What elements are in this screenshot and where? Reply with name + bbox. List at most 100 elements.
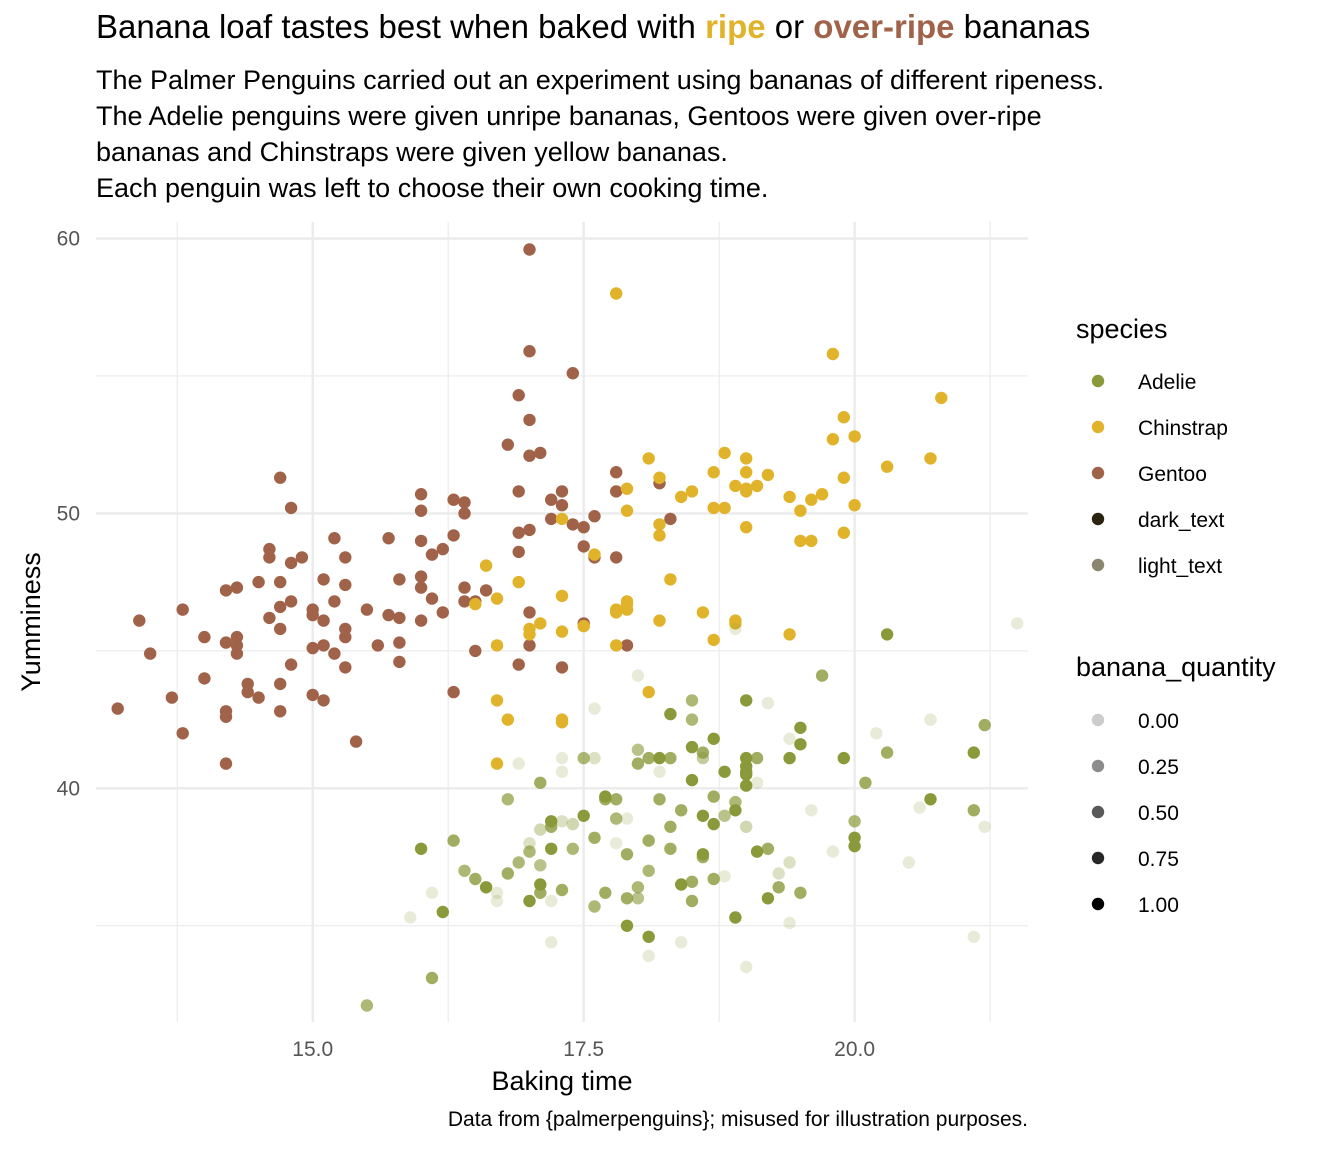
data-point-adelie [642,751,655,765]
data-point-gentoo [274,471,287,484]
data-point-adelie [653,793,666,806]
data-point-gentoo [545,493,558,506]
grid-lines [96,222,1028,1022]
data-point-adelie [924,713,937,726]
x-axis-ticks: 15.0 17.5 20.0 [292,1038,875,1061]
legend-label: dark_text [1138,509,1225,532]
data-point-adelie [696,751,710,765]
data-point-adelie [447,834,460,847]
legend-label: 0.25 [1138,756,1179,779]
legend-label: 0.00 [1138,710,1179,733]
data-point-gentoo [111,702,124,715]
data-point-chinstrap [794,504,807,517]
data-point-gentoo [252,691,265,704]
data-point-chinstrap [555,512,569,526]
legend-key-alpha [1091,897,1105,911]
data-point-gentoo [284,595,298,608]
data-point-adelie [685,894,699,908]
data-point-adelie [425,971,439,985]
data-point-chinstrap [696,606,710,619]
data-point-gentoo [393,573,406,586]
legend-label: Chinstrap [1138,417,1228,440]
data-point-chinstrap [718,446,731,460]
data-point-adelie [967,746,980,759]
data-point-adelie [848,815,861,828]
data-point-gentoo [512,485,525,498]
data-point-chinstrap [555,716,569,729]
data-point-gentoo [512,389,525,402]
subtitle-line: The Adelie penguins were given unripe ba… [96,101,1042,131]
data-point-adelie [534,823,547,836]
data-point-adelie [469,872,482,886]
chart-caption: Data from {palmerpenguins}; misused for … [447,1108,1028,1131]
data-point-adelie [501,867,514,880]
data-point-gentoo [360,603,374,616]
data-point-gentoo [393,636,406,649]
data-point-adelie [414,842,428,855]
data-point-adelie [566,817,579,831]
data-point-chinstrap [479,559,493,572]
data-point-gentoo [306,608,319,622]
data-point-gentoo [664,512,677,526]
data-point-chinstrap [783,490,796,504]
legend-title-banana-quantity: banana_quantity [1076,652,1276,682]
data-point-chinstrap [740,452,753,465]
data-point-adelie [523,894,536,908]
data-point-adelie [631,892,645,905]
data-point-adelie [664,842,677,855]
data-point-gentoo [317,639,330,652]
data-point-adelie [653,751,666,765]
data-point-gentoo [512,526,525,539]
data-point-chinstrap [490,592,504,605]
data-point-chinstrap [924,452,937,465]
data-point-adelie [740,694,753,707]
x-tick-label: 17.5 [563,1038,604,1061]
data-point-adelie [913,801,926,814]
data-point-gentoo [339,661,352,674]
data-point-adelie [837,751,850,765]
data-point-gentoo [620,639,634,652]
data-point-gentoo [523,413,536,427]
data-point-gentoo [284,658,298,671]
data-point-adelie [599,793,612,806]
data-point-adelie [642,930,655,943]
data-point-chinstrap [642,685,655,699]
data-point-gentoo [252,575,265,589]
data-point-gentoo [458,581,471,594]
data-point-adelie [588,831,601,844]
data-point-gentoo [436,542,449,556]
data-point-gentoo [469,644,482,658]
data-point-adelie [566,842,579,855]
data-point-adelie [555,751,569,765]
data-point-adelie [490,894,504,908]
data-point-chinstrap [664,573,677,586]
data-point-adelie [924,793,937,806]
x-tick-label: 20.0 [834,1038,875,1061]
data-point-gentoo [447,493,460,506]
data-point-adelie [750,776,764,789]
data-point-chinstrap [675,490,688,504]
data-point-adelie [794,886,807,899]
data-point-adelie [729,911,742,924]
data-point-gentoo [523,606,536,619]
data-point-gentoo [144,647,157,660]
data-point-adelie [696,850,710,864]
data-point-adelie [740,768,753,781]
y-tick-label: 60 [57,227,80,250]
data-point-chinstrap [620,482,634,495]
data-point-gentoo [414,488,428,501]
data-point-gentoo [328,532,341,545]
legend-key-light-text [1091,558,1105,572]
data-point-adelie [859,776,872,789]
data-point-adelie [523,845,536,858]
data-point-adelie [826,845,840,858]
data-point-adelie [664,820,677,833]
data-point-gentoo [241,685,254,699]
title-ripe-word: ripe [705,8,766,45]
data-point-gentoo [414,570,428,583]
data-point-adelie [707,872,720,886]
data-point-adelie [436,905,449,919]
data-point-gentoo [425,592,439,605]
data-point-gentoo [414,581,428,594]
data-point-gentoo [523,345,536,358]
